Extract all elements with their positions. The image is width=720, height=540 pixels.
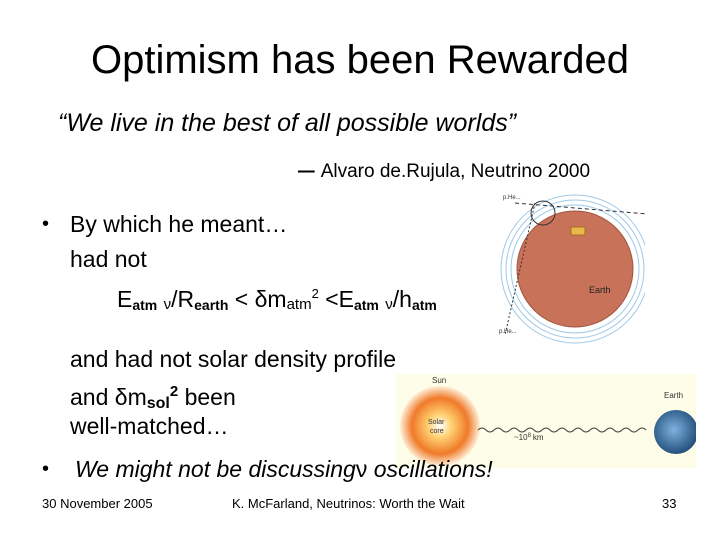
bullet-1-line-6: well-matched…: [70, 413, 229, 439]
sun-earth-figure: Sun Solar core ~108 km Earth: [396, 374, 696, 468]
sun-disk: [400, 386, 480, 466]
eq-superscript-2: 2: [169, 383, 179, 400]
eq-superscript-2: 2: [311, 286, 319, 301]
quote-attribution: – Alvaro de.Rujula, Neutrino 2000: [298, 155, 590, 187]
bullet-2-text: We might not be discussingν oscillations…: [75, 455, 493, 483]
nu-symbol: ν: [355, 456, 368, 482]
path-label-top: p.He...: [503, 195, 521, 201]
eq-symbol-h: /h: [392, 286, 412, 312]
eq-less-than: <: [228, 286, 255, 312]
bullet-2-prefix: We might not be discussing: [75, 456, 356, 482]
bullet-1-line-2: had not: [70, 246, 147, 272]
eq-subscript-atm: atm: [286, 296, 312, 313]
solar-label: Solar: [428, 419, 445, 426]
footer-date: 30 November 2005: [42, 496, 153, 511]
energy-inequality: Eatm ν/Rearth < δmatm2 <Eatm ν/hatm: [117, 280, 437, 319]
earth-label: Earth: [664, 391, 683, 400]
bullet-dot: •: [42, 458, 50, 480]
earth-atmosphere-figure: Earth p.He... p.He...: [499, 194, 645, 344]
neutrino-path-line: [504, 202, 536, 336]
attribution-dash: –: [298, 153, 315, 186]
eq-subscript-atm: atm: [132, 297, 158, 313]
inner-atmosphere-ring: [510, 204, 640, 334]
neutrino-path-line: [514, 202, 645, 215]
quote-text: “We live in the best of all possible wor…: [58, 109, 517, 137]
outer-atmosphere-ring: [505, 199, 645, 339]
eq-symbol-e: E: [117, 286, 133, 312]
outer-atmosphere-ring: [500, 194, 645, 344]
eq-subscript-atm: atm: [411, 297, 437, 313]
solar-mass-line: and δmsol2 been: [70, 378, 236, 418]
distance-label: ~108 km: [514, 433, 544, 442]
eq-symbol-r: /R: [171, 286, 195, 312]
earth-globe: [654, 410, 696, 454]
neutrino-wave: [477, 427, 647, 433]
earth-label: Earth: [589, 285, 611, 295]
eq-subscript-earth: earth: [194, 297, 229, 313]
page-number: 33: [662, 496, 677, 511]
eq-symbol-dm: δm: [114, 384, 147, 410]
line-prefix: and: [70, 384, 115, 410]
path-label-bottom: p.He...: [499, 329, 517, 335]
core-label: core: [430, 428, 444, 435]
bullet-1-line-4: and had not solar density profile: [70, 346, 397, 372]
footer-presenter: K. McFarland, Neutrinos: Worth the Wait: [232, 496, 465, 511]
slide-title: Optimism has been Rewarded: [90, 38, 630, 82]
earth-disk: [516, 210, 634, 328]
eq-symbol-nu: ν: [163, 296, 172, 313]
bullet-1-text: By which he meant…: [70, 211, 288, 237]
attribution-text: Alvaro de.Rujula, Neutrino 2000: [320, 161, 591, 182]
eq-less-than-e: <E: [318, 286, 354, 312]
eq-subscript-atm: atm: [353, 297, 379, 313]
bullet-2-suffix: oscillations!: [367, 456, 493, 482]
bullet-dot: •: [42, 213, 50, 235]
eq-subscript-sol: sol: [146, 395, 170, 412]
detector-circle: [530, 200, 556, 226]
sun-label: Sun: [432, 376, 446, 385]
line-suffix: been: [178, 384, 236, 410]
eq-symbol-dm: δm: [254, 286, 287, 312]
detector-box: [570, 226, 586, 236]
eq-symbol-nu: ν: [385, 296, 393, 313]
